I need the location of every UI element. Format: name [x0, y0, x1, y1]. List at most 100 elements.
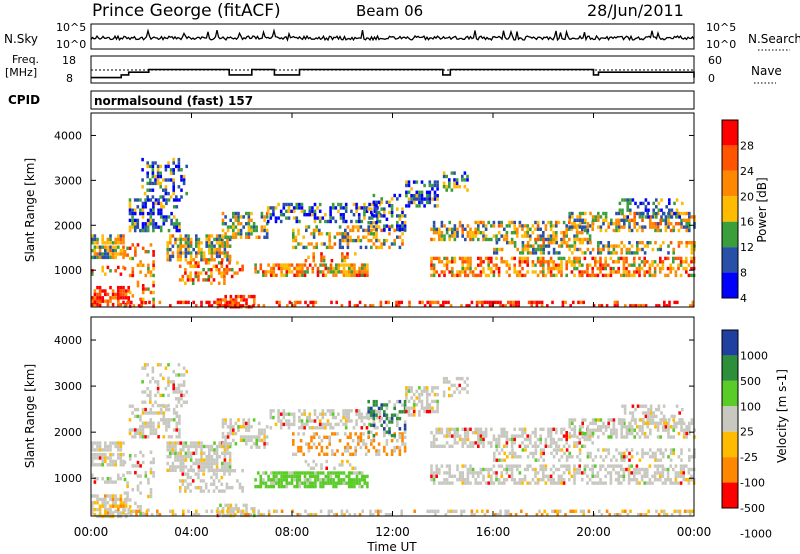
- velocity-cell: [667, 455, 670, 459]
- velocity-cell: [304, 459, 308, 464]
- power-cell: [393, 228, 396, 233]
- power-cell: [114, 296, 117, 300]
- power-cell: [260, 225, 264, 229]
- velocity-cell: [435, 467, 438, 472]
- velocity-cell: [154, 411, 158, 415]
- velocity-cell: [445, 431, 449, 435]
- power-cell: [225, 264, 229, 268]
- velocity-cell: [310, 439, 313, 443]
- power-cell: [586, 273, 589, 278]
- power-cell: [355, 273, 359, 277]
- velocity-cell: [225, 486, 229, 490]
- velocity-cell: [282, 474, 286, 479]
- velocity-cell: [370, 406, 373, 411]
- velocity-cell: [477, 481, 480, 485]
- velocity-cell: [171, 451, 175, 455]
- velocity-cell: [498, 451, 501, 456]
- power-cell: [664, 256, 667, 261]
- power-cell: [540, 304, 544, 308]
- velocity-cell: [96, 452, 99, 457]
- velocity-cell: [612, 418, 616, 422]
- power-cell: [154, 225, 158, 229]
- velocity-cell: [174, 458, 177, 462]
- nsky-label: N.Sky: [4, 32, 38, 46]
- velocity-cell: [299, 513, 302, 517]
- velocity-cell: [232, 431, 235, 436]
- power-cell: [565, 234, 568, 238]
- velocity-cell: [133, 435, 137, 439]
- velocity-cell: [534, 434, 537, 438]
- velocity-cell: [298, 409, 301, 413]
- velocity-cell: [245, 442, 248, 446]
- velocity-cell: [200, 458, 203, 462]
- power-cell: [573, 244, 577, 248]
- velocity-cell: [612, 467, 615, 472]
- power-cell: [435, 227, 438, 231]
- velocity-cell: [325, 445, 329, 450]
- power-cell: [599, 215, 603, 219]
- velocity-cell: [521, 434, 524, 438]
- velocity-cell: [154, 428, 158, 432]
- time-axis-label: Time UT: [366, 540, 417, 554]
- velocity-cell: [664, 418, 668, 422]
- power-cell: [141, 246, 145, 250]
- velocity-cell: [487, 474, 490, 478]
- velocity-cell: [285, 484, 289, 489]
- velocity-cell: [453, 427, 457, 431]
- power-cell: [224, 301, 227, 306]
- velocity-cell: [126, 481, 129, 485]
- power-cell: [355, 202, 358, 207]
- velocity-cell: [484, 467, 488, 472]
- velocity-cell: [521, 481, 524, 485]
- power-cell: [263, 215, 266, 219]
- power-cell: [432, 263, 436, 267]
- power-cell: [159, 171, 162, 175]
- power-cell: [623, 198, 627, 202]
- power-cell: [355, 209, 358, 213]
- power-cell: [197, 241, 201, 245]
- velocity-cell: [300, 422, 304, 427]
- velocity-cell: [215, 468, 219, 472]
- power-cell: [453, 185, 456, 189]
- power-cell: [421, 300, 424, 305]
- power-cell: [407, 204, 411, 208]
- power-cell: [542, 273, 545, 278]
- velocity-cell: [584, 431, 587, 436]
- velocity-cell: [656, 435, 660, 439]
- velocity-cell: [167, 435, 171, 439]
- velocity-cell: [477, 441, 480, 445]
- velocity-cell: [542, 464, 545, 468]
- power-cell: [165, 198, 168, 202]
- power-cell: [114, 269, 117, 273]
- velocity-cell: [180, 390, 183, 394]
- velocity-cell: [93, 463, 97, 467]
- power-cell: [677, 228, 681, 233]
- power-cell: [370, 207, 373, 211]
- colorbar-tick-label: -1000: [740, 527, 772, 540]
- power-cell: [602, 211, 605, 216]
- velocity-cell: [493, 455, 496, 459]
- velocity-cell: [159, 363, 162, 367]
- velocity-cell: [98, 441, 102, 445]
- power-cell: [234, 294, 238, 299]
- power-cell: [152, 211, 155, 216]
- velocity-cell: [463, 387, 467, 391]
- power-cell: [146, 211, 150, 216]
- velocity-cell: [259, 481, 263, 485]
- velocity-cell: [516, 467, 519, 472]
- velocity-cell: [225, 482, 229, 486]
- velocity-data: [91, 363, 696, 519]
- velocity-cell: [197, 465, 201, 469]
- velocity-cell: [649, 404, 653, 408]
- velocity-cell: [91, 448, 94, 452]
- power-cell: [104, 272, 107, 276]
- power-cell: [272, 273, 276, 277]
- power-cell: [128, 205, 132, 209]
- velocity-cell: [596, 474, 600, 478]
- velocity-cell: [565, 458, 569, 462]
- power-cell: [217, 268, 221, 272]
- power-cell: [208, 244, 211, 248]
- velocity-cell: [104, 509, 107, 513]
- power-cell: [597, 215, 600, 219]
- velocity-cell: [428, 406, 432, 410]
